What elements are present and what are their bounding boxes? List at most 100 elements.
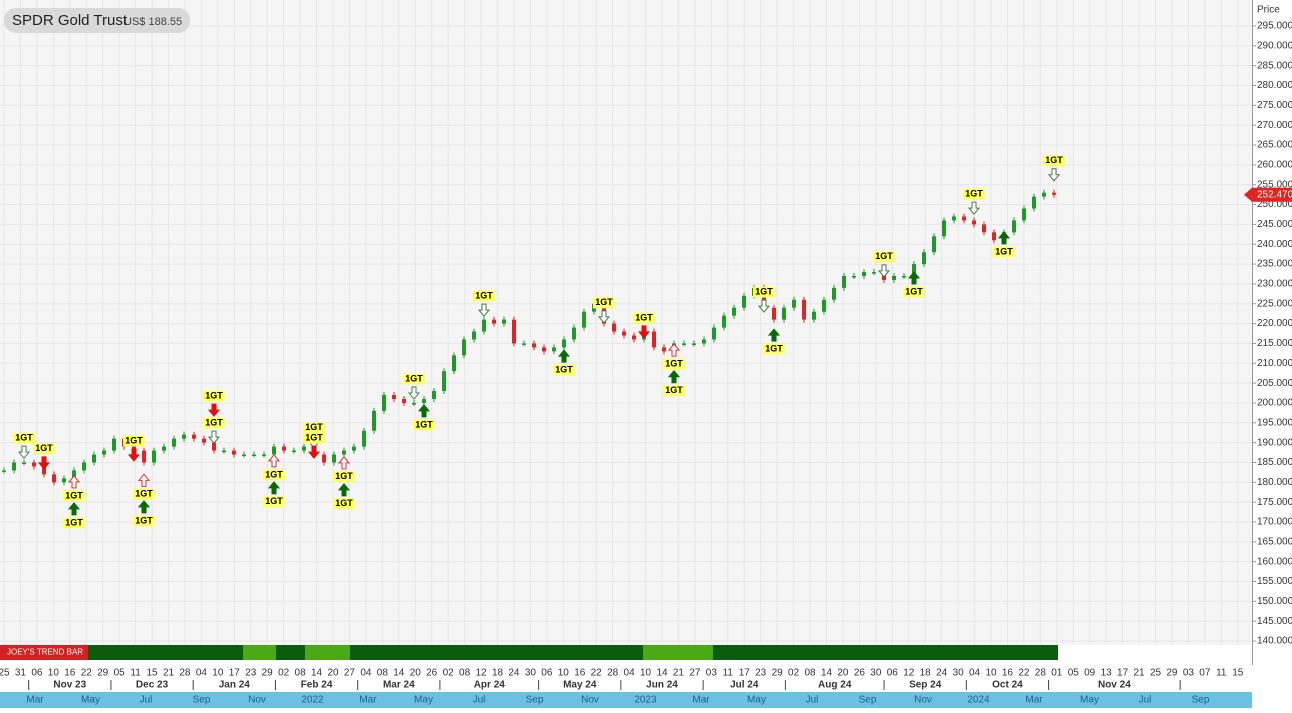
- candle: [932, 236, 936, 253]
- x-tick-label: 24: [936, 668, 948, 679]
- signal-arrow: [757, 299, 771, 313]
- candle: [692, 343, 696, 345]
- signal-arrow: [997, 231, 1011, 245]
- y-tick-label: 145.000: [1257, 616, 1292, 627]
- x-tick-label: 11: [130, 668, 141, 679]
- signal-arrow: [407, 386, 421, 400]
- x-tick-label: 20: [327, 668, 339, 679]
- candle: [512, 319, 516, 344]
- candle: [452, 355, 456, 372]
- y-tick-label: 170.000: [1257, 517, 1292, 528]
- navigator-label: 2024: [967, 695, 990, 706]
- y-tick-label: 165.000: [1257, 536, 1292, 547]
- signal-label: 1GT: [765, 343, 783, 353]
- y-tick-label: 200.000: [1257, 398, 1292, 409]
- navigator-label: May: [747, 695, 766, 706]
- candle: [42, 466, 46, 475]
- signal-label: 1GT: [335, 471, 353, 481]
- candle: [372, 410, 376, 431]
- candle: [92, 454, 96, 463]
- y-tick-label: 160.000: [1257, 556, 1292, 567]
- signal-label: 1GT: [135, 515, 153, 525]
- month-label: Apr 24: [474, 680, 506, 691]
- x-tick-label: 15: [1232, 668, 1244, 679]
- candle: [482, 319, 486, 332]
- signal-label-bg: [963, 188, 985, 200]
- signal-label-bg: [333, 498, 355, 510]
- x-tick-label: 28: [179, 668, 191, 679]
- y-tick-label: 195.000: [1257, 417, 1292, 428]
- y-tick-label: 220.000: [1257, 318, 1292, 329]
- candle: [342, 450, 346, 455]
- signal-arrow: [637, 325, 651, 339]
- x-tick-label: 12: [903, 668, 915, 679]
- signal-label: 1GT: [65, 517, 83, 527]
- y-tick-label: 190.000: [1257, 437, 1292, 448]
- candle: [662, 347, 666, 352]
- signal-label: 1GT: [995, 246, 1013, 256]
- candle: [892, 275, 896, 280]
- candle: [1052, 192, 1056, 195]
- x-tick-label: 21: [673, 668, 685, 679]
- title-background: [4, 8, 190, 33]
- signal-label-bg: [303, 432, 325, 444]
- x-tick-label: 14: [656, 668, 668, 679]
- candle: [112, 438, 116, 451]
- month-label: Feb 24: [301, 680, 333, 691]
- trend-segment: [305, 645, 350, 660]
- signal-label: 1GT: [555, 365, 573, 375]
- y-tick-label: 150.000: [1257, 596, 1292, 607]
- navigator-label: 2023: [634, 695, 657, 706]
- x-tick-label: 05: [114, 668, 126, 679]
- x-tick-label: 25: [0, 668, 10, 679]
- candle: [872, 272, 876, 274]
- candle: [2, 470, 6, 472]
- x-tick-label: 08: [459, 668, 471, 679]
- candle: [972, 220, 976, 225]
- navigator[interactable]: [0, 692, 1252, 708]
- candle: [502, 319, 506, 324]
- candle: [1022, 208, 1026, 221]
- signal-label: 1GT: [305, 422, 323, 432]
- month-label: May 24: [563, 680, 597, 691]
- x-tick-label: 07: [1199, 668, 1211, 679]
- x-tick-label: 13: [1101, 668, 1113, 679]
- signal-arrow: [267, 481, 281, 495]
- candle: [302, 446, 306, 451]
- signal-label: 1GT: [415, 419, 433, 429]
- signal-arrow: [17, 445, 31, 459]
- candle: [652, 331, 656, 348]
- candle: [352, 446, 356, 451]
- candle: [242, 454, 246, 457]
- signal-label: 1GT: [595, 297, 613, 307]
- x-tick-label: 26: [854, 668, 866, 679]
- x-tick-label: 04: [196, 668, 208, 679]
- navigator-label: Mar: [692, 695, 710, 706]
- candle: [402, 398, 406, 403]
- x-tick-label: 14: [311, 668, 323, 679]
- candle: [292, 450, 296, 453]
- candle: [362, 430, 366, 447]
- signal-label: 1GT: [205, 417, 223, 427]
- plot-background: [0, 0, 1252, 645]
- signal-label-bg: [63, 517, 85, 529]
- signal-label: 1GT: [305, 433, 323, 443]
- title-pill: SPDR Gold Trust US$ 188.55: [4, 8, 190, 33]
- price-axis-background: [1252, 0, 1292, 665]
- candle: [82, 462, 86, 471]
- signal-label-bg: [13, 432, 35, 444]
- month-label: Sep 24: [909, 680, 942, 691]
- x-tick-label: 10: [985, 668, 997, 679]
- x-tick-label: 16: [574, 668, 586, 679]
- signal-label-bg: [303, 422, 325, 434]
- x-tick-label: 17: [739, 668, 751, 679]
- signal-label: 1GT: [125, 435, 143, 445]
- x-tick-label: 03: [706, 668, 718, 679]
- signal-label-bg: [403, 373, 425, 385]
- candle: [52, 474, 56, 483]
- y-tick-label: 185.000: [1257, 457, 1292, 468]
- x-tick-label: 30: [870, 668, 882, 679]
- signal-label-bg: [903, 286, 925, 298]
- signal-label-bg: [593, 297, 615, 309]
- signal-label-bg: [263, 469, 285, 481]
